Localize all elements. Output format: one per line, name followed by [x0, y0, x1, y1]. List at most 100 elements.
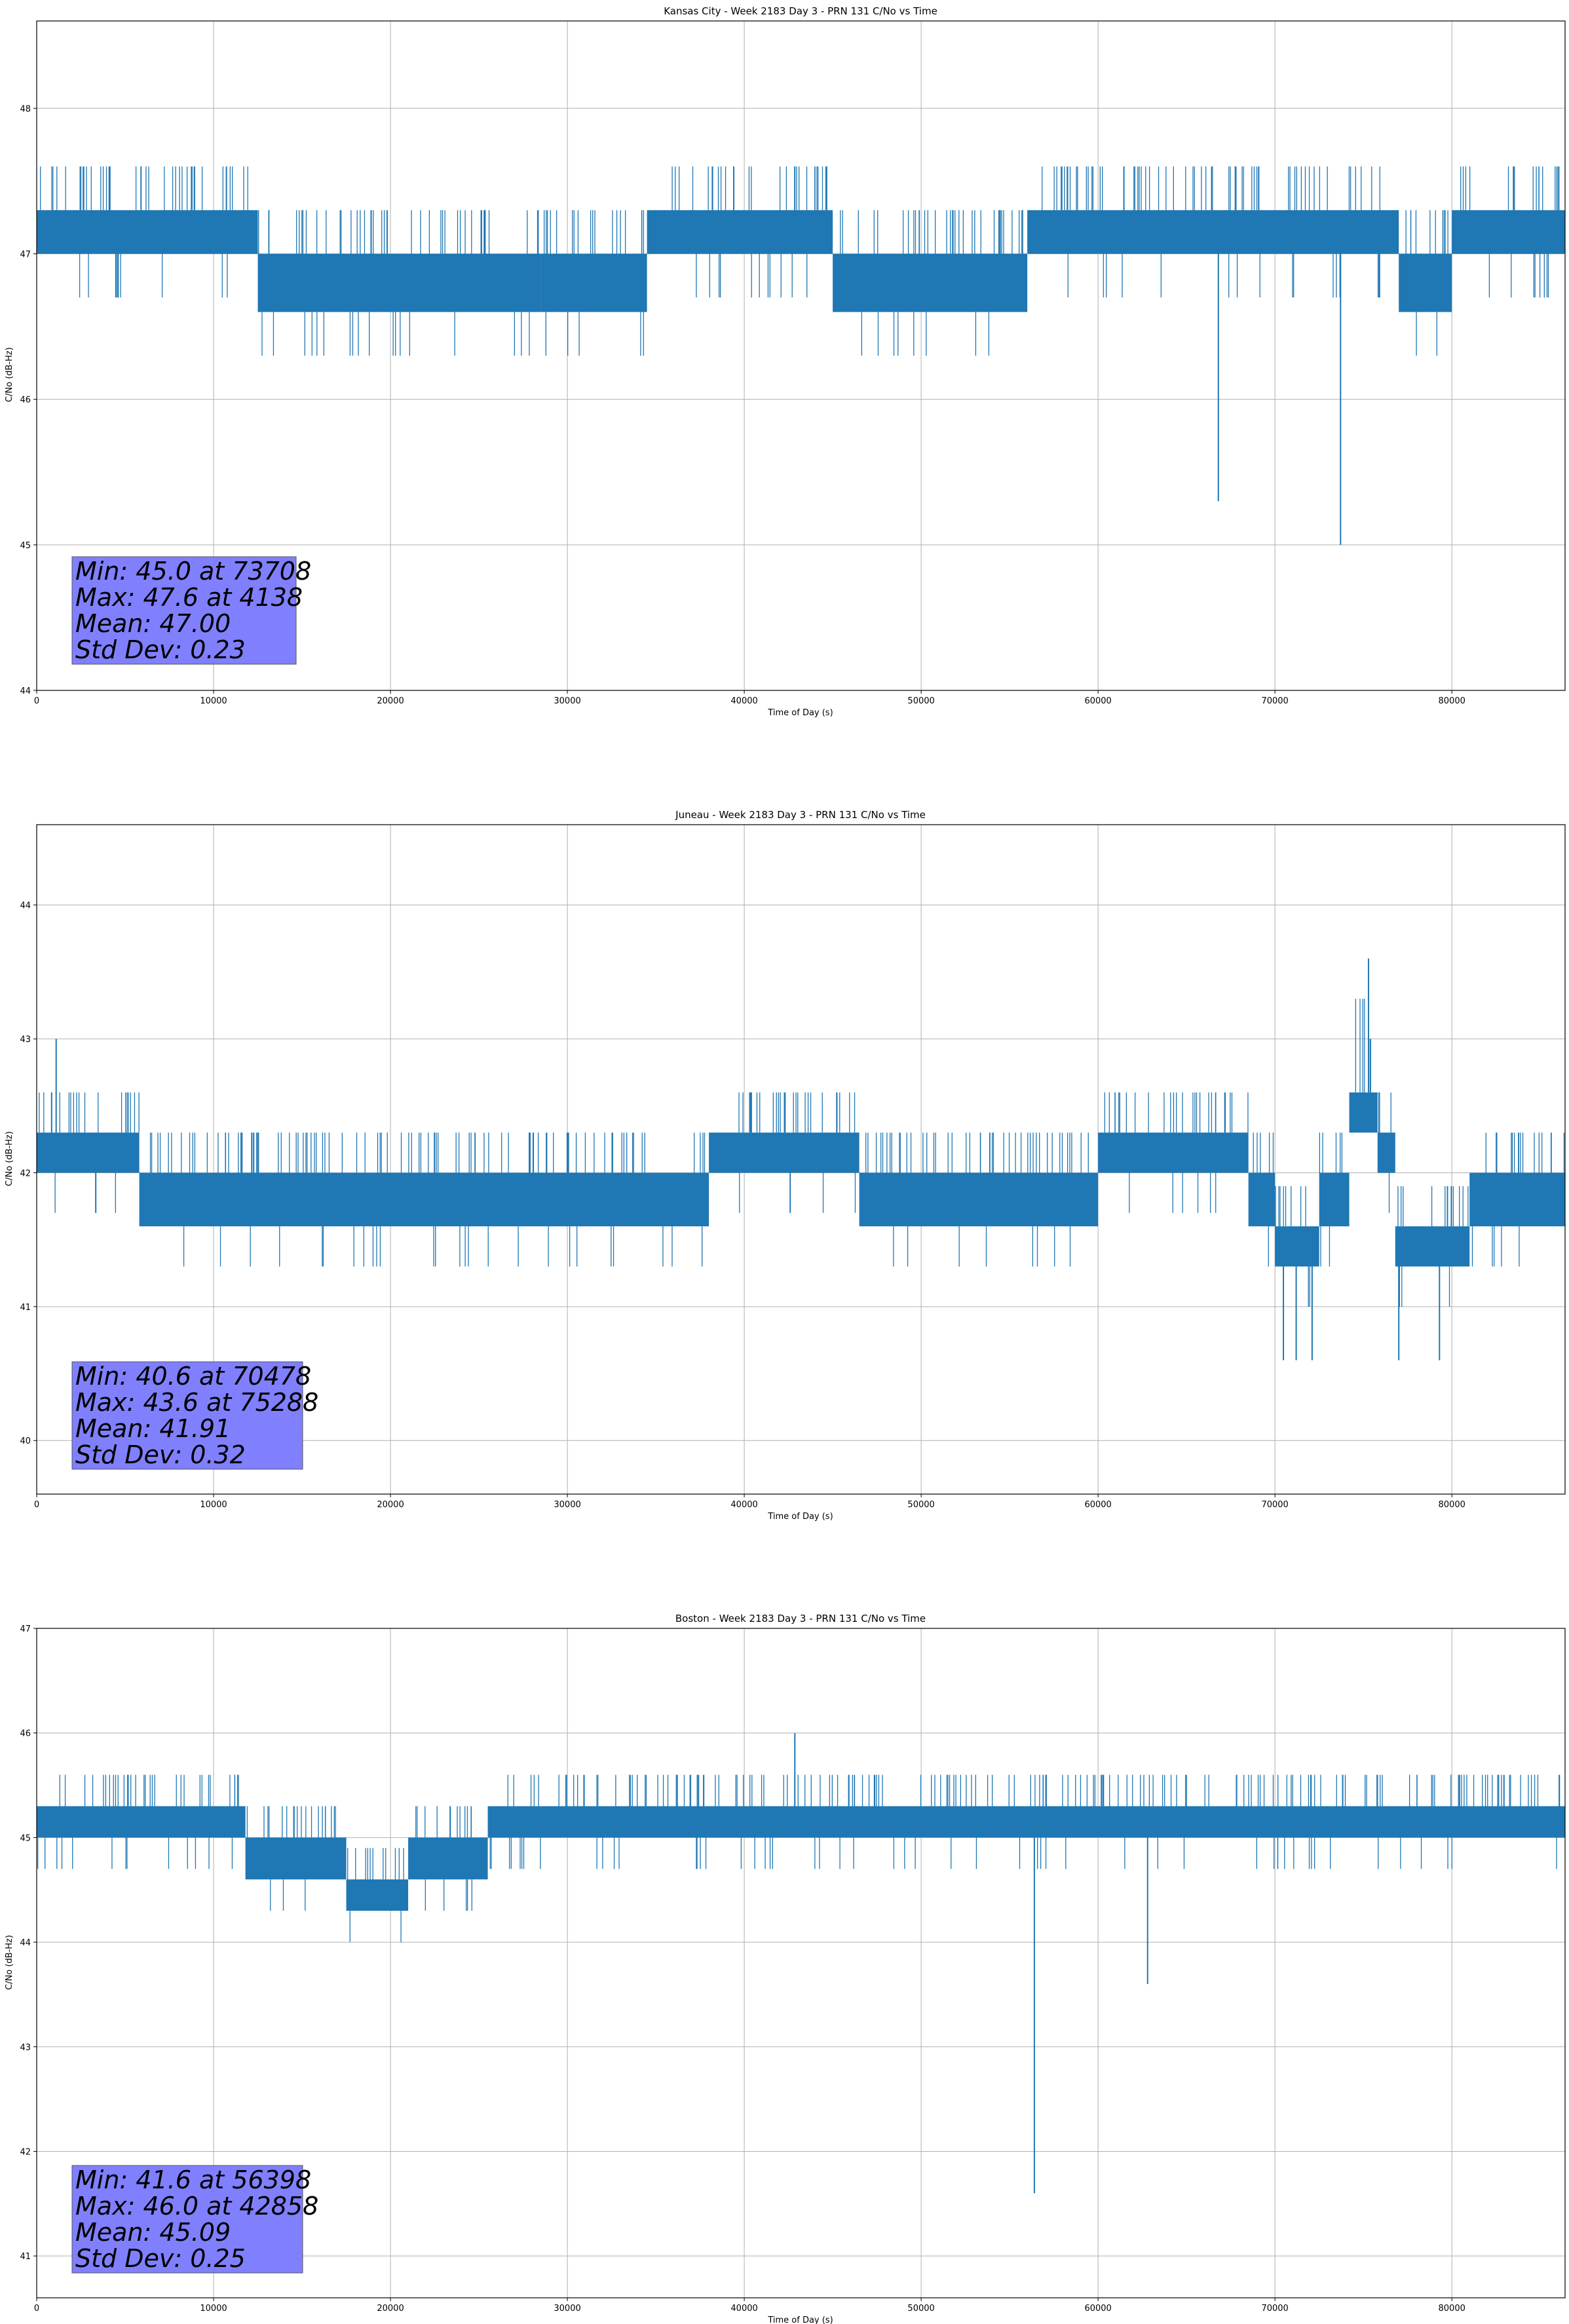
signal-band	[1469, 1172, 1565, 1227]
x-tick-label: 30000	[554, 1500, 580, 1510]
y-tick-label: 47	[20, 250, 31, 259]
signal-band	[37, 1133, 90, 1173]
signal-band	[1275, 1226, 1319, 1267]
plot-frame	[36, 824, 1566, 1495]
x-tick-label: 0	[34, 2304, 39, 2314]
stats-box-background	[71, 2165, 303, 2274]
x-tick-label: 10000	[200, 2304, 227, 2314]
x-tick-label: 50000	[907, 696, 934, 706]
x-tick-label: 30000	[554, 2304, 580, 2314]
stats-box: Min: 45.0 at 73708 Max: 47.6 at 4138 Mea…	[71, 556, 311, 665]
signal-band	[1452, 210, 1565, 254]
signal-band	[1248, 1172, 1276, 1227]
signal-band	[408, 1837, 488, 1880]
signal-band	[245, 1837, 347, 1880]
x-tick-label: 10000	[200, 696, 227, 706]
kansas-city-panel: Kansas City - Week 2183 Day 3 - PRN 131 …	[5, 5, 1566, 718]
signal-band	[1349, 1092, 1378, 1133]
y-tick-label: 40	[20, 1436, 31, 1446]
signal-band	[1098, 1133, 1249, 1173]
signal-band	[257, 253, 541, 312]
x-tick-label: 40000	[730, 696, 757, 706]
signal-band	[37, 210, 99, 254]
signal-band	[859, 1172, 1099, 1227]
stats-max: Max: 46.0 at 42858	[75, 2192, 318, 2221]
x-tick-label: 70000	[1261, 696, 1288, 706]
y-tick-label: 41	[20, 1303, 31, 1313]
x-tick-label: 0	[34, 696, 39, 706]
stats-mean: Mean: 45.09	[75, 2218, 231, 2247]
y-tick-label: 41	[20, 2252, 31, 2262]
signal-band	[1399, 253, 1452, 312]
x-tick-label: 60000	[1084, 1500, 1111, 1510]
stats-std: Std Dev: 0.25	[75, 2244, 246, 2273]
x-tick-label: 30000	[554, 696, 580, 706]
plot-frame	[36, 20, 1566, 691]
plot-frame	[36, 1628, 1566, 2298]
stats-mean: Mean: 47.00	[75, 609, 231, 638]
signal-band	[1395, 1226, 1470, 1267]
signal-band	[647, 210, 833, 254]
stats-box: Min: 40.6 at 70478 Max: 43.6 at 75288 Me…	[71, 1361, 318, 1470]
y-tick-label: 47	[20, 1624, 31, 1634]
juneau-panel: Juneau - Week 2183 Day 3 - PRN 131 C/No …	[5, 809, 1566, 1522]
x-tick-label: 80000	[1439, 2304, 1465, 2314]
chart-title: Kansas City - Week 2183 Day 3 - PRN 131 …	[664, 5, 937, 17]
signal-band	[90, 1133, 140, 1173]
y-tick-label: 42	[20, 1169, 31, 1178]
signal-band	[139, 1172, 709, 1227]
x-axis-label: Time of Day (s)	[767, 1512, 833, 1522]
y-tick-label: 46	[20, 396, 31, 405]
x-tick-label: 40000	[730, 2304, 757, 2314]
cno-series	[37, 958, 1565, 1360]
x-tick-label: 60000	[1084, 696, 1111, 706]
y-axis-label: C/No (dB-Hz)	[5, 1131, 14, 1186]
x-tick-label: 20000	[377, 696, 404, 706]
signal-band	[540, 253, 647, 312]
signal-band	[833, 253, 1028, 312]
x-tick-label: 50000	[907, 2304, 934, 2314]
y-tick-label: 43	[20, 1035, 31, 1045]
x-axis-label: Time of Day (s)	[767, 708, 833, 718]
x-tick-label: 50000	[907, 1500, 934, 1510]
y-tick-label: 45	[20, 1833, 31, 1843]
stats-min: Min: 40.6 at 70478	[75, 1362, 311, 1391]
signal-band	[1319, 1172, 1350, 1227]
y-tick-label: 44	[20, 901, 31, 911]
x-axis-label: Time of Day (s)	[767, 2315, 833, 2324]
x-tick-label: 20000	[377, 2304, 404, 2314]
signal-band	[1377, 1133, 1395, 1173]
y-tick-label: 45	[20, 541, 31, 551]
x-tick-label: 40000	[730, 1500, 757, 1510]
boston-panel: Boston - Week 2183 Day 3 - PRN 131 C/No …	[5, 1613, 1566, 2324]
stats-max: Max: 43.6 at 75288	[75, 1388, 318, 1417]
stats-std: Std Dev: 0.32	[75, 1440, 246, 1469]
signal-band	[1027, 210, 1399, 254]
y-tick-label: 46	[20, 1729, 31, 1739]
signal-band	[487, 1806, 1565, 1838]
y-tick-label: 48	[20, 104, 31, 114]
y-tick-label: 44	[20, 1938, 31, 1948]
cno-series	[37, 1733, 1565, 2194]
x-tick-label: 10000	[200, 1500, 227, 1510]
y-tick-label: 43	[20, 2043, 31, 2053]
x-tick-label: 80000	[1439, 696, 1465, 706]
stats-mean: Mean: 41.91	[75, 1414, 231, 1443]
x-tick-label: 20000	[377, 1500, 404, 1510]
cno-series	[37, 166, 1565, 545]
signal-band	[37, 1806, 246, 1838]
y-tick-label: 42	[20, 2147, 31, 2157]
x-tick-label: 0	[34, 1500, 39, 1510]
stats-box-background	[71, 1361, 303, 1470]
chart-title: Juneau - Week 2183 Day 3 - PRN 131 C/No …	[675, 809, 926, 821]
x-tick-label: 80000	[1439, 1500, 1465, 1510]
axis-ticks: 0 10000 20000 30000 40000 50000 60000 70000 8000…	[20, 901, 1465, 1510]
y-tick-label: 44	[20, 686, 31, 696]
signal-band	[346, 1879, 409, 1911]
axis-ticks: 0 10000 20000 30000 40000 50000 60000 70000 8000…	[20, 104, 1465, 706]
x-tick-label: 70000	[1261, 1500, 1288, 1510]
axis-ticks: 0 10000 20000 30000 40000 50000 60000 70000 8000…	[20, 1624, 1465, 2314]
x-tick-label: 60000	[1084, 2304, 1111, 2314]
x-tick-label: 70000	[1261, 2304, 1288, 2314]
